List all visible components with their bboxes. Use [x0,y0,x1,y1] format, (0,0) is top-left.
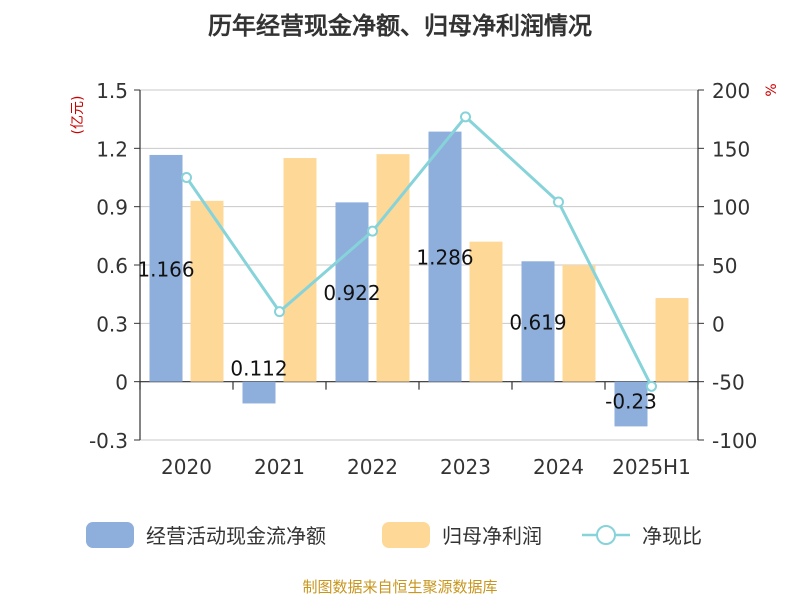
legend-marker-ratio [596,525,616,545]
bar-cash-flow [335,202,369,382]
ratio-series-line [185,114,653,388]
x-tick-label: 2021 [254,455,305,479]
y-right-tick-label: 0 [712,312,725,336]
right-axis-unit: % [764,83,780,96]
y-left-tick-label: 0.6 [96,254,128,278]
y-left-tick-label: 0 [115,371,128,395]
y-right-tick-label: 100 [712,196,750,220]
bar-data-label: 0.922 [323,281,380,305]
legend-swatch-net-profit [382,522,430,548]
bar-cash-flow [521,261,555,382]
ratio-point [274,306,285,318]
left-axis-unit: (亿元) [70,96,86,135]
ratio-point [553,196,564,208]
bar-net-profit [562,265,596,382]
x-tick-label: 2020 [161,455,212,479]
chart-title: 历年经营现金净额、归母净利润情况 [208,12,592,40]
bar-net-profit [190,200,224,382]
legend-swatch-cash-flow [86,522,134,548]
legend: 经营活动现金流净额 归母净利润 净现比 [86,522,702,548]
ratio-point [367,225,378,237]
y-left-tick-label: 0.9 [96,196,128,220]
y-right-tick-label: 50 [712,254,737,278]
ratio-line [181,111,657,392]
x-tick-label: 2025H1 [612,455,691,479]
axes [134,89,704,441]
bar-data-label: -0.23 [605,389,657,413]
data-labels: 1.166 0.112 0.922 1.286 0.619 -0.23 [137,246,657,414]
y-left-tick-label: 1.5 [96,79,128,103]
y-left-tick-label: 1.2 [96,137,128,161]
y-right-tick-label: 150 [712,137,750,161]
ratio-point [646,380,657,392]
bar-cash-flow [242,381,276,404]
bar-data-label: 0.112 [230,357,287,381]
ratio-point [460,111,471,123]
legend-label-cash-flow: 经营活动现金流净额 [146,524,326,548]
y-right-tick-label: -50 [712,371,745,395]
bar-net-profit [655,298,689,382]
bar-net-profit [469,241,503,382]
bar-data-label: 1.286 [416,246,473,270]
x-tick-label: 2023 [440,455,491,479]
source-note: 制图数据来自恒生聚源数据库 [302,578,497,596]
legend-label-ratio: 净现比 [642,524,702,548]
ratio-point [181,172,192,183]
y-right-tick-label: -100 [712,429,757,453]
y-left-tick-label: 0.3 [96,312,128,336]
bar-cash-flow [149,154,183,382]
legend-label-net-profit: 归母净利润 [442,524,542,548]
x-tick-label: 2024 [533,455,584,479]
bar-data-label: 0.619 [509,310,566,334]
tick-labels: 1.5 1.2 0.9 0.6 0.3 0 -0.3 200 150 100 50 0 -50 -100 2… [89,79,757,479]
bar-net-profit [376,154,410,382]
bar-cash-flow [428,131,462,382]
bar-data-label: 1.166 [137,257,194,281]
bar-cash-flow [614,381,648,427]
y-right-tick-label: 200 [712,79,750,103]
bar-net-profit [283,158,317,382]
bars [149,131,689,427]
x-tick-label: 2022 [347,455,398,479]
y-left-tick-label: -0.3 [89,429,128,453]
